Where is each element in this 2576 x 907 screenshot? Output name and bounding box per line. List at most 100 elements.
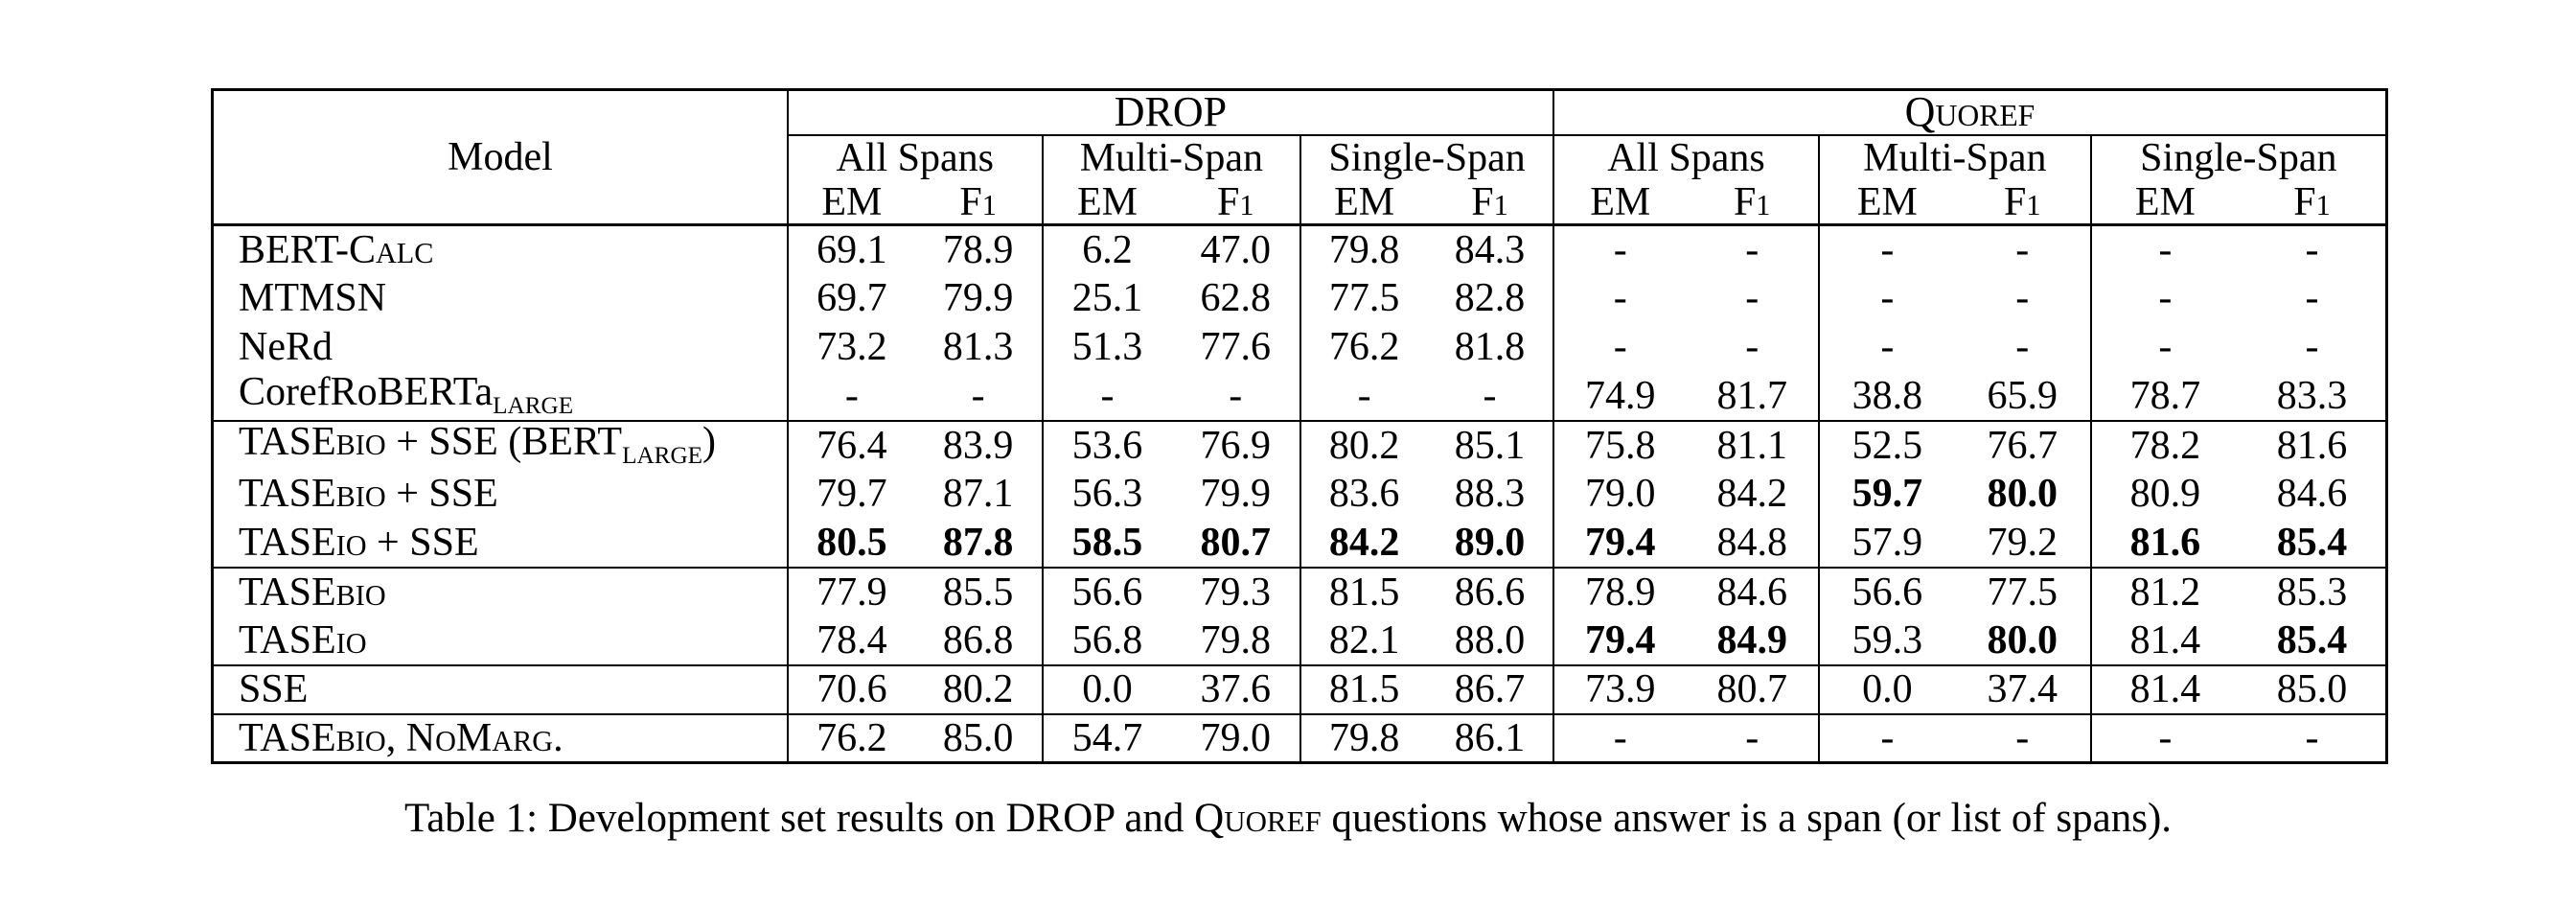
table-header: Model DROP QUOREF All Spans Multi-Span Single… [212, 89, 2387, 226]
value-cell: 79.8 [1328, 227, 1400, 272]
table-row: TASEIO + SSE 80.5 87.8 58.5 80.7 84.2 89.0 79.4… [212, 518, 2387, 568]
value-cell: 86.7 [1427, 663, 1554, 714]
value-cell: 83.6 [1328, 472, 1400, 516]
metric-header: EM [1042, 179, 1172, 226]
table-caption: Table 1: Development set results on DROP… [0, 794, 2576, 844]
text-segment-f1: 1 [2026, 188, 2041, 221]
text-segment: Multi-Span [1863, 136, 2047, 180]
value-cell: - [1357, 373, 1371, 418]
table-row: TASEBIO + SSE 79.7 87.1 56.3 79.9 83.6 88.3 79.… [212, 469, 2387, 519]
table-body: BERT-CALC 69.1 78.9 6.2 47.0 79.8 84.3- - - - - - MT… [212, 224, 2387, 763]
value-cell: 81.5 [1300, 663, 1428, 714]
value-cell: 59.7 [1852, 472, 1923, 516]
span-group-header: All Spans [787, 134, 1044, 181]
value-cell: 37.4 [1954, 663, 2092, 714]
text-segment-sub: LARGE [493, 393, 574, 420]
text-segment: TASE [239, 570, 336, 615]
value-cell: 84.9 [1686, 616, 1820, 665]
text-segment: EM [1076, 179, 1138, 224]
value-cell: 80.5 [816, 520, 887, 565]
value-cell: - [2090, 712, 2240, 763]
value-cell: 80.2 [914, 663, 1044, 714]
value-cell: 38.8 [1852, 373, 1923, 418]
text-segment: EM [1856, 179, 1918, 224]
span-group-header: Single-Span [2091, 135, 2387, 181]
model-name: TASEIO [212, 616, 789, 665]
value-cell: - [2239, 712, 2387, 763]
text-segment-sc: ALC [375, 236, 434, 269]
value-cell: 51.3 [1071, 325, 1143, 369]
value-cell: 79.9 [914, 273, 1044, 323]
value-cell: 84.8 [1686, 518, 1820, 568]
metric-header: EM [1818, 179, 1955, 226]
value-cell: 85.1 [1427, 419, 1554, 470]
value-cell: 79.4 [1584, 617, 1656, 663]
value-cell: - [1880, 325, 1895, 369]
value-cell: - [914, 371, 1044, 421]
results-table: Model DROP QUOREF All Spans Multi-Span Single… [211, 88, 2388, 764]
text-segment-sc: O [435, 724, 456, 757]
text-segment: MTMSN [239, 276, 387, 320]
metric-header: EM [787, 180, 915, 226]
metric-header: F1 [1954, 180, 2092, 226]
value-cell: - [1686, 322, 1820, 372]
value-cell: 69.1 [816, 227, 887, 272]
value-cell: 76.4 [787, 419, 915, 470]
text-segment: TASE [239, 715, 336, 760]
value-cell: - [1686, 224, 1820, 274]
value-cell: 76.2 [787, 712, 915, 763]
value-cell: 88.3 [1427, 469, 1554, 519]
text-segment-f1: 1 [981, 188, 997, 221]
value-cell: 70.6 [787, 663, 915, 714]
value-cell: 82.8 [1427, 273, 1554, 323]
value-cell: - [1100, 373, 1115, 418]
model-name: CorefRoBERTaLARGE [212, 371, 789, 421]
text-segment: F [2293, 179, 2316, 224]
text-segment: All Spans [836, 136, 994, 180]
value-cell: 80.7 [1686, 663, 1820, 714]
model-name: SSE [212, 663, 789, 714]
value-cell: - [1171, 371, 1302, 421]
value-cell: - [1880, 227, 1895, 272]
text-segment: Single-Span [2140, 136, 2337, 180]
value-cell: 81.5 [1300, 566, 1428, 616]
model-name: TASEBIO [212, 566, 789, 616]
value-cell: 65.9 [1954, 371, 2092, 421]
text-segment: F [1471, 179, 1494, 224]
value-cell: 80.7 [1171, 518, 1302, 568]
metric-header: EM [1300, 180, 1428, 226]
text-segment-sc: BIO [335, 429, 386, 462]
table-row: CorefRoBERTaLARGE - - - - - -74.9 81.7 38.8 65.9 7… [212, 371, 2387, 421]
model-name: TASEBIO, NOMARG. [212, 712, 789, 763]
value-cell: - [1954, 224, 2092, 274]
value-cell: 78.2 [2090, 419, 2240, 470]
text-segment-f1: 1 [1493, 188, 1508, 221]
text-segment: + SSE [366, 520, 479, 565]
text-segment: EM [1590, 179, 1651, 224]
table-row: TASEBIO, NOMARG. 76.2 85.0 54.7 79.0 79.8 86.1… [212, 712, 2387, 763]
text-segment: Model [448, 135, 553, 179]
text-segment: + SSE (BERT [385, 420, 623, 465]
value-cell: 84.6 [2276, 472, 2348, 516]
metric-header: F1 [1686, 180, 1820, 226]
value-cell: 84.3 [1427, 224, 1554, 274]
value-cell: - [1552, 712, 1687, 763]
model-column-header: Model [212, 89, 789, 226]
value-cell: - [1954, 273, 2092, 323]
value-cell: 82.1 [1328, 617, 1400, 663]
value-cell: 78.4 [816, 617, 887, 663]
metric-header: EM [2090, 180, 2240, 226]
text-segment: All Spans [1607, 136, 1765, 180]
text-segment: NeRd [239, 325, 333, 369]
value-cell: 86.1 [1427, 712, 1554, 763]
value-cell: 76.7 [1954, 419, 2092, 470]
text-segment: ) [702, 420, 717, 465]
value-cell: - [1613, 325, 1627, 369]
metric-header: F1 [1427, 179, 1554, 226]
text-segment: F [959, 179, 982, 224]
text-segment: Table 1: Development set results on DROP… [403, 796, 1225, 841]
text-segment-sc: IO [335, 626, 367, 660]
value-cell: 81.6 [2239, 419, 2387, 470]
value-cell: 79.0 [1584, 472, 1656, 516]
text-segment: BERT-C [239, 227, 376, 272]
